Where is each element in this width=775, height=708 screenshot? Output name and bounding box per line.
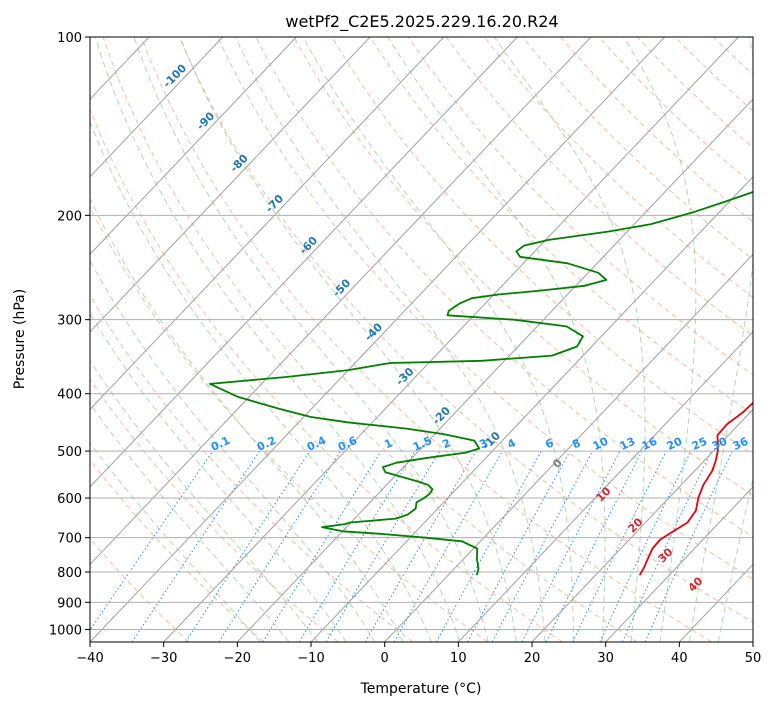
y-tick-label: 200 <box>57 209 82 224</box>
dry-adiabat-line <box>217 37 753 580</box>
moist-adiabat-line <box>302 37 575 642</box>
x-tick-label: −20 <box>224 651 251 666</box>
y-tick-label: 500 <box>57 445 82 460</box>
isotherm-line <box>531 408 753 642</box>
y-tick-label: 900 <box>57 596 82 611</box>
dry-adiabat-line <box>484 37 753 298</box>
isotherm-line <box>90 37 224 178</box>
isotherm-line <box>90 37 592 566</box>
dry-adiabat-line <box>90 108 563 642</box>
dry-adiabat-line <box>293 37 753 496</box>
chart-title: wetPf2_C2E5.2025.229.16.20.R24 <box>285 12 558 32</box>
moist-adiabat-line <box>90 359 319 642</box>
mixing-ratio-label: 36 <box>731 435 751 453</box>
y-axis: 1000 900 800 700 600 500 400 300 200 100 <box>49 31 90 638</box>
mixing-ratio-line <box>467 450 571 642</box>
isotherm-line <box>90 37 371 333</box>
dry-adiabat-line <box>255 37 753 538</box>
moist-adiabat-line <box>90 197 404 642</box>
moist-adiabat-line <box>90 312 347 642</box>
x-tick-label: −40 <box>76 651 103 666</box>
dry-adiabat-line <box>178 37 753 623</box>
mixing-ratio-line <box>90 450 214 631</box>
moist-adiabat-line <box>387 37 606 642</box>
moist-adiabat-line <box>688 37 753 642</box>
moist-adiabat-line <box>234 37 546 642</box>
mixing-ratio-line <box>545 450 643 642</box>
x-tick-label: 0 <box>381 651 389 666</box>
isotherm-line <box>90 37 519 488</box>
dry-adiabat-line <box>407 37 753 376</box>
mixing-ratio-label: 10 <box>591 435 611 453</box>
moist-adiabat-line <box>90 120 432 642</box>
dry-adiabat-line <box>90 205 488 642</box>
moist-adiabat-line <box>90 259 376 642</box>
dewpoint-trace <box>209 191 753 576</box>
y-tick-label: 1000 <box>49 623 82 638</box>
dry-adiabat-line <box>140 37 712 642</box>
mixing-ratio-line <box>298 450 416 642</box>
moist-adiabat-line <box>90 402 290 642</box>
isotherm-line <box>90 37 666 642</box>
isotherm-line <box>383 253 753 642</box>
moist-adiabat-line <box>179 37 517 642</box>
isotherm-line <box>90 37 445 411</box>
isotherm-line <box>236 98 753 642</box>
background-lines <box>90 37 753 642</box>
y-tick-label: 100 <box>57 31 82 46</box>
y-tick-label: 400 <box>57 388 82 403</box>
isotherm-line <box>90 37 298 256</box>
mixing-ratio-label: 30 <box>710 435 730 453</box>
mixing-ratio-label: 16 <box>640 435 660 453</box>
plot-frame <box>89 36 754 643</box>
isotherm-line <box>310 176 753 642</box>
mixing-ratio-line <box>218 450 341 642</box>
data-traces <box>209 191 753 576</box>
mixing-ratio-label: 20 <box>665 435 685 453</box>
y-tick-label: 600 <box>57 492 82 507</box>
y-tick-label: 700 <box>57 532 82 547</box>
x-tick-label: −30 <box>150 651 177 666</box>
isotherm-line <box>90 37 150 100</box>
x-axis-title: Temperature (°C) <box>360 681 482 697</box>
y-tick-label: 300 <box>57 314 82 329</box>
dry-adiabat-line <box>90 378 339 642</box>
moist-adiabat-line <box>622 37 697 642</box>
moist-adiabat-line <box>493 37 646 642</box>
y-axis-title: Pressure (hPa) <box>12 289 28 389</box>
mixing-ratio-line <box>185 450 311 642</box>
dry-adiabat-line <box>102 37 638 642</box>
mixing-ratio-line <box>262 450 382 642</box>
x-tick-label: 20 <box>524 651 541 666</box>
dry-adiabat-line <box>90 459 264 642</box>
isotherm-line <box>604 486 753 642</box>
x-axis: −40 −30 −20 −10 0 10 20 30 40 50 <box>76 642 761 666</box>
mixing-ratio-label: 13 <box>618 435 637 453</box>
x-tick-label: 10 <box>450 651 467 666</box>
isotherm-line <box>457 331 753 642</box>
mixing-ratio-line <box>393 450 503 642</box>
x-tick-label: −10 <box>297 651 324 666</box>
mixing-ratio-line <box>572 450 667 642</box>
moist-adiabat-line <box>94 37 461 642</box>
x-tick-label: 30 <box>597 651 614 666</box>
moist-adiabat-line <box>717 476 753 642</box>
x-tick-label: 40 <box>671 651 688 666</box>
x-tick-label: 50 <box>745 651 762 666</box>
temperature-trace <box>638 401 753 576</box>
mixing-ratio-label: 25 <box>690 435 709 453</box>
y-tick-label: 800 <box>57 566 82 581</box>
moist-adiabat-line <box>133 37 489 642</box>
